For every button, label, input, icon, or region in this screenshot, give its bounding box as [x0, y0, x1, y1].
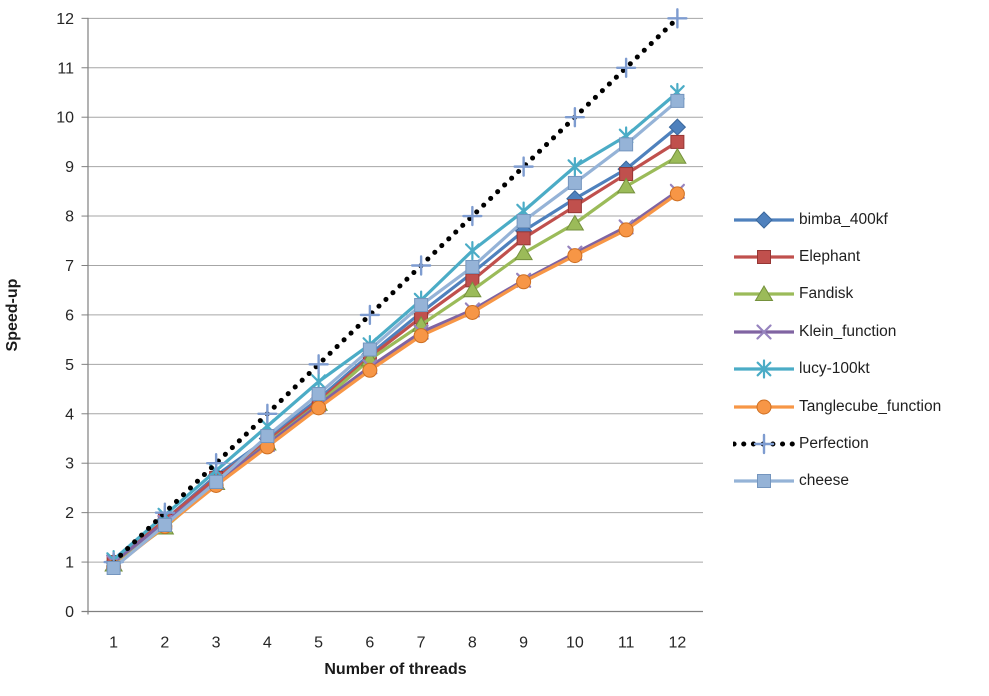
circle-marker-icon [734, 399, 794, 415]
legend-item-tanglecube-function: Tanglecube_function [733, 388, 941, 425]
x-tick-label: 2 [160, 635, 169, 652]
legend-label: Perfection [799, 435, 869, 453]
y-tick-label: 5 [65, 357, 74, 374]
legend-item-lucy-100kt: lucy-100kt [733, 351, 941, 388]
legend-label: Klein_function [799, 322, 897, 340]
y-tick-label: 10 [56, 110, 74, 127]
y-tick-label: 9 [65, 159, 74, 176]
y-tick-label: 3 [65, 456, 74, 473]
y-tick-label: 11 [57, 60, 74, 77]
x-tick-label: 8 [468, 635, 477, 652]
series-Perfection [103, 8, 688, 573]
y-tick-label: 1 [65, 555, 74, 572]
x-tick-label: 3 [212, 635, 221, 652]
legend-item-klein-function: Klein_function [733, 313, 941, 350]
x-tick-label: 12 [668, 635, 686, 652]
y-tick-label: 2 [65, 505, 74, 522]
plus-marker-icon [733, 433, 795, 455]
legend-label: Tanglecube_function [799, 397, 942, 415]
series-cheese [106, 93, 685, 576]
y-tick-label: 0 [65, 604, 74, 621]
legend: bimba_400kf Elephant Fandisk Klein_funct… [733, 201, 941, 500]
y-tick-label: 8 [65, 209, 74, 226]
series-Klein_function [106, 183, 685, 570]
legend-item-perfection: Perfection [733, 425, 941, 462]
legend-item-bimba-400kf: bimba_400kf [733, 201, 941, 238]
square-marker-icon [734, 474, 794, 489]
legend-label: Elephant [799, 248, 861, 266]
x-tick-label: 1 [109, 635, 118, 652]
x-tick-label: 5 [314, 635, 323, 652]
legend-item-cheese: cheese [733, 463, 941, 500]
legend-item-elephant: Elephant [733, 238, 941, 275]
square-marker-icon [734, 250, 794, 265]
x-tick-label: 10 [566, 635, 584, 652]
legend-label: Fandisk [799, 285, 854, 303]
legend-label: lucy-100kt [799, 360, 870, 378]
legend-item-fandisk: Fandisk [733, 276, 941, 313]
x-marker-icon [734, 324, 794, 340]
y-tick-label: 7 [65, 258, 74, 275]
x-tick-label: 7 [417, 635, 426, 652]
x-axis-title: Number of threads [324, 661, 467, 678]
y-tick-label: 6 [65, 307, 74, 324]
diamond-marker-icon [734, 210, 794, 229]
x-tick-label: 6 [365, 635, 374, 652]
x-tick-label: 11 [618, 635, 635, 652]
y-axis-title: Speed-up [4, 278, 21, 352]
series-Fandisk [104, 147, 687, 572]
legend-label: bimba_400kf [799, 210, 888, 228]
x-tick-label: 9 [519, 635, 528, 652]
legend-label: cheese [799, 472, 849, 490]
series-Tanglecube_function [106, 186, 685, 575]
y-tick-label: 4 [65, 406, 74, 423]
x-tick-label: 4 [263, 635, 272, 652]
y-tick-label: 12 [56, 11, 74, 28]
asterisk-marker-icon [734, 359, 794, 379]
triangle-marker-icon [734, 285, 794, 302]
